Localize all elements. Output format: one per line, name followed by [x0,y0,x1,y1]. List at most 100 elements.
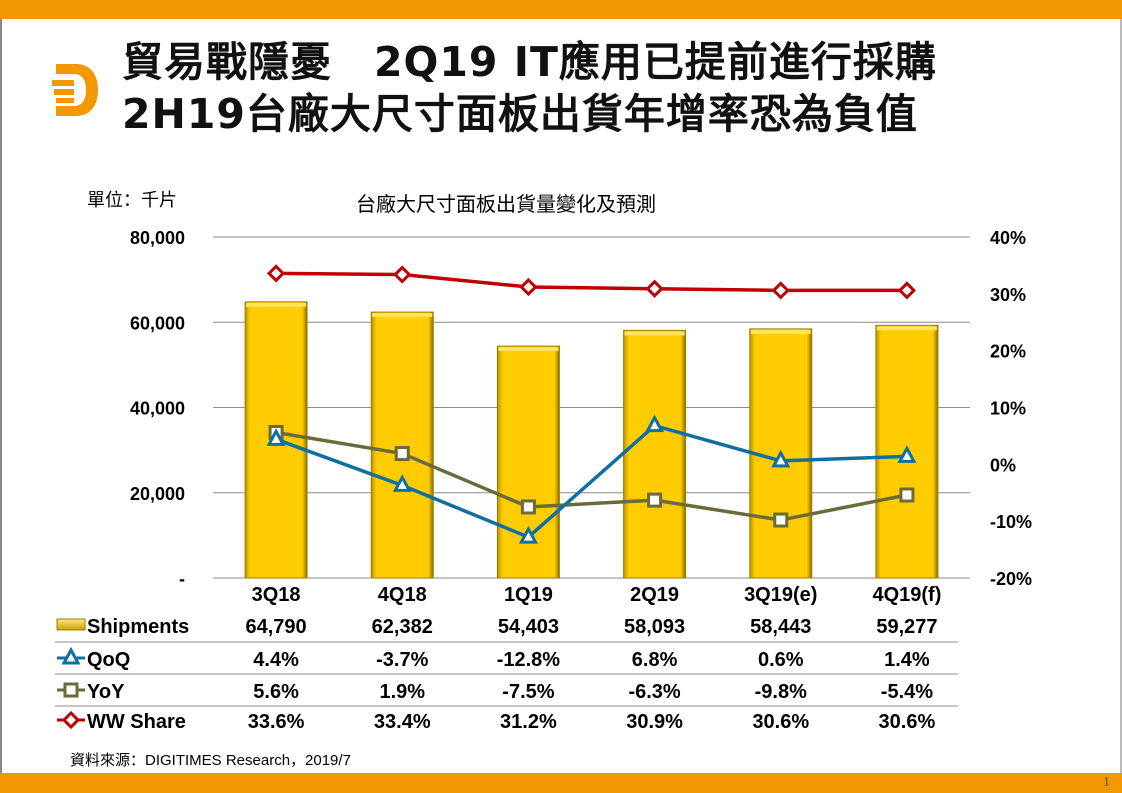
y2-tick-label: 30% [990,285,1026,305]
table-cell-value: 6.8% [632,649,678,671]
ww-share-marker [393,265,412,284]
yoy-marker [520,499,536,515]
title-line-2: 2H19台廠大尺寸面板出貨年增率恐為負值 [122,90,918,138]
y2-tick-label: -20% [990,569,1032,589]
ww-share-marker [771,281,790,300]
ww-share-marker [645,279,664,298]
yoy-series [268,425,915,528]
ww-share-series [266,264,917,300]
table-cell-value: 33.4% [374,711,431,733]
table-cell-value: 31.2% [500,711,557,733]
table-cell-value: 30.6% [752,711,809,733]
bar-top-bevel [876,326,937,331]
bottom-accent-bar [0,773,1122,793]
ww-share-marker [519,277,538,297]
category-label: 3Q19(e) [744,584,817,606]
y-tick-label: 80,000 [130,228,185,248]
source-note: 資料來源：DIGITIMES Research，2019/7 [70,752,351,769]
table-cell-value: 5.6% [253,681,299,703]
qoq-marker [897,445,917,463]
qoq-legend-marker [61,646,81,665]
shipments-bar [370,311,434,579]
y-tick-label: - [179,569,185,589]
table-cell-value: 30.9% [626,711,683,733]
slide-title: 貿易戰隱憂 2Q19 IT應用已提前進行採購 2H19台廠大尺寸面板出貨年增率恐… [122,36,937,140]
left-axis-ticks: - 20,000 40,000 60,000 80,000 [130,228,185,589]
legend-key-ww-share [57,710,85,730]
category-label: 4Q19(f) [872,584,941,606]
bar-top-bevel [750,329,811,334]
table-cell-value: 62,382 [372,616,433,638]
unit-label: 單位：千片 [87,190,177,211]
table-cell-value: -3.7% [376,649,428,671]
table-cell-value: 58,443 [750,616,811,638]
y-tick-label: 60,000 [130,313,185,333]
table-cell-value: 59,277 [876,616,937,638]
y2-tick-label: 0% [990,455,1016,475]
y2-tick-label: -10% [990,512,1032,532]
gridlines [213,236,970,579]
shipments-bars [244,301,939,579]
category-label: 4Q18 [378,584,427,606]
slide-left-border [0,19,2,773]
bar-top-bevel [624,331,685,336]
yoy-marker [647,492,663,508]
y-tick-label: 40,000 [130,399,185,419]
y-tick-label: 20,000 [130,484,185,504]
yoy-marker [773,512,789,528]
table-cell-value: -7.5% [502,681,554,703]
table-cell-value: 1.9% [379,681,425,703]
table-cell-value: -6.3% [628,681,680,703]
series-name: YoY [87,681,125,703]
y2-tick-label: 10% [990,399,1026,419]
shipments-bar [623,329,687,579]
line-series [266,264,917,544]
ww-share-marker [266,264,286,283]
table-cell-value: 1.4% [884,649,930,671]
table-cell-value: 54,403 [498,616,559,638]
qoq-marker [266,428,286,446]
yoy-legend-marker [63,682,79,698]
qoq-marker [645,414,665,433]
series-name: QoQ [87,649,130,671]
table-cell-value: 33.6% [248,711,305,733]
table-cell-value: 30.6% [879,711,936,733]
series-name: Shipments [87,616,189,638]
yoy-marker [899,487,915,503]
title-line-1: 貿易戰隱憂 2Q19 IT應用已提前進行採購 [122,38,937,86]
category-label: 3Q18 [252,584,301,606]
series-name: WW Share [87,711,186,733]
table-cell-value: 64,790 [245,616,306,638]
chart-title: 台廠大尺寸面板出貨量變化及預測 [356,192,656,216]
qoq-marker [392,474,412,492]
bar-top-bevel [372,313,433,318]
qoq-series [266,414,917,544]
page-number: 1 [1103,775,1110,790]
slide-right-border [1120,19,1122,773]
legend-key-qoq [57,646,85,665]
data-table: 3Q18 4Q18 1Q19 2Q19 3Q19(e) 4Q19(f) Shipments 6… [55,584,958,733]
ww-share-line [276,271,907,293]
shipments-legend-icon [56,618,86,631]
digitimes-logo-icon [52,64,98,116]
legend-key-yoy [57,682,85,698]
yoy-line [275,430,908,522]
yoy-marker [394,446,410,462]
category-label: 2Q19 [630,584,679,606]
y2-tick-label: 20% [990,342,1026,362]
y2-tick-label: 40% [990,228,1026,248]
qoq-marker [771,449,791,468]
category-label: 1Q19 [504,584,553,606]
legend-key-shipments [56,618,86,631]
shipments-bar [496,345,560,579]
bar-top-bevel [246,302,307,307]
right-axis-ticks: -20% -10% 0% 10% 20% 30% 40% [990,228,1032,589]
ww-share-legend-marker [61,710,81,730]
table-cell-value: 4.4% [253,649,299,671]
bar-top-bevel [498,347,559,352]
qoq-marker [518,525,538,544]
top-accent-bar [0,0,1122,19]
table-cell-value: -5.4% [881,681,933,703]
table-cell-value: 58,093 [624,616,685,638]
